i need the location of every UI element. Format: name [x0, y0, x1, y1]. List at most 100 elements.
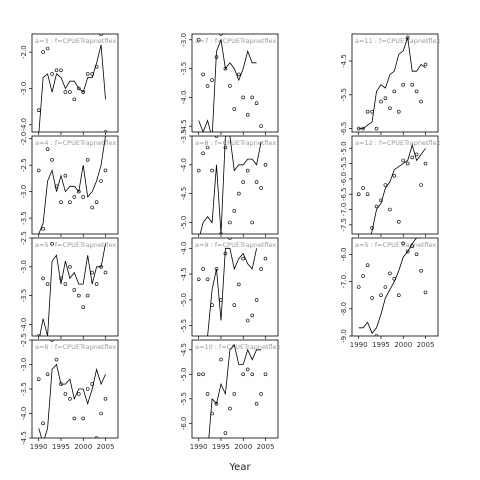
y-tick-label: -2.5	[20, 231, 28, 245]
observed-point	[85, 72, 90, 76]
panel-frame	[191, 33, 279, 133]
observed-point	[383, 183, 388, 187]
observed-point	[214, 136, 219, 138]
y-tick-label: -3.0	[20, 185, 28, 199]
panel-label: a=9 : f=CPUETrapnetflex	[195, 241, 276, 249]
panel-frame	[351, 135, 439, 235]
y-tick-label: -3.0	[20, 260, 28, 274]
observed-point	[36, 334, 41, 336]
y-tick-label: -3.5	[180, 62, 188, 76]
observed-point	[210, 303, 214, 307]
panel-frame	[351, 237, 439, 337]
observed-point	[228, 238, 232, 240]
y-tick-label: -3.5	[20, 289, 28, 303]
y-tick-label: -8.0	[340, 302, 348, 316]
observed-point	[388, 207, 392, 212]
observed-point	[379, 293, 383, 298]
y-tick-label: -4.5	[180, 343, 188, 357]
y-tick-label: -7.5	[340, 218, 348, 232]
y-tick-label: -3.5	[180, 129, 188, 143]
observed-point	[254, 101, 259, 105]
y-tick-label: -3.0	[20, 358, 28, 372]
x-tick-label: 2000	[74, 443, 92, 451]
panel-label: a=4 : f=CPUETrapnetflex	[35, 139, 116, 147]
x-tick-label: 1995	[372, 341, 390, 349]
observed-point	[401, 241, 406, 246]
observed-point	[259, 186, 263, 190]
observed-point	[36, 108, 41, 112]
observed-point	[99, 264, 103, 269]
panel-frame	[191, 135, 279, 235]
fitted-line	[358, 238, 426, 335]
observed-point	[237, 72, 241, 77]
observed-point	[237, 191, 241, 196]
observed-point	[68, 90, 72, 94]
panel-frame	[191, 237, 279, 337]
observed-point	[241, 95, 245, 100]
y-tick-label: -7.0	[340, 203, 348, 217]
observed-point	[250, 95, 254, 100]
fitted-line	[198, 38, 257, 132]
observed-point	[254, 298, 259, 302]
observed-point	[365, 263, 370, 268]
observed-point	[361, 274, 365, 278]
observed-point	[99, 179, 103, 183]
observed-point	[50, 158, 54, 162]
observed-point	[405, 35, 410, 40]
observed-point	[254, 401, 259, 406]
observed-point	[396, 220, 401, 224]
observed-point	[54, 68, 59, 73]
observed-point	[45, 46, 50, 51]
observed-point	[68, 200, 72, 204]
observed-point	[205, 392, 210, 396]
observed-point	[50, 242, 54, 246]
observed-point	[223, 145, 228, 150]
observed-point	[259, 267, 263, 271]
x-tick-label: 1995	[52, 443, 70, 451]
observed-point	[59, 382, 63, 386]
observed-point	[219, 298, 223, 302]
observed-point	[59, 200, 63, 204]
x-tick-label: 2005	[97, 443, 115, 451]
panel: a=3 : f=CPUETrapnetflex -2.0 -3.0 -4.0	[20, 33, 119, 135]
observed-point	[90, 270, 94, 275]
observed-point	[77, 189, 81, 194]
observed-point	[223, 251, 228, 256]
observed-point	[68, 264, 72, 269]
panel-label: a=5 : f=CPUETrapnetflex	[35, 241, 116, 249]
observed-point	[423, 62, 428, 67]
fitted-line	[358, 37, 426, 129]
observed-point	[259, 392, 263, 396]
observed-point	[410, 82, 415, 87]
y-tick-label: -2.5	[20, 158, 28, 172]
observed-point	[205, 277, 210, 282]
observed-point	[374, 334, 379, 336]
observed-point	[81, 90, 85, 94]
panel-frame	[31, 237, 119, 337]
observed-point	[77, 86, 81, 91]
panel: a=11 : f=CPUETrapnetflex -4.5 -5.5 -6.5	[340, 33, 441, 135]
fitted-line	[370, 143, 426, 234]
x-tick-label: 1995	[212, 443, 230, 451]
observed-point	[205, 84, 210, 88]
observed-point	[63, 173, 68, 178]
observed-point	[196, 277, 201, 282]
observed-point	[405, 161, 410, 166]
observed-point	[103, 396, 108, 401]
observed-point	[379, 198, 383, 203]
panel-frame	[31, 33, 119, 133]
observed-point	[361, 126, 365, 131]
fitted-line	[38, 363, 106, 438]
observed-point	[81, 195, 85, 199]
x-tick-label: 2000	[394, 341, 412, 349]
observed-point	[94, 64, 99, 69]
observed-point	[392, 89, 397, 94]
panel-label: a=7 : f=CPUETrapnetflex	[195, 37, 276, 45]
panel-label: a=8 : f=CPUETrapnetflex	[195, 139, 276, 147]
observed-point	[41, 50, 45, 54]
observed-point	[223, 66, 228, 71]
observed-point	[228, 84, 232, 88]
observed-point	[36, 377, 41, 382]
x-tick-label: 1990	[350, 341, 368, 349]
observed-point	[103, 130, 108, 132]
